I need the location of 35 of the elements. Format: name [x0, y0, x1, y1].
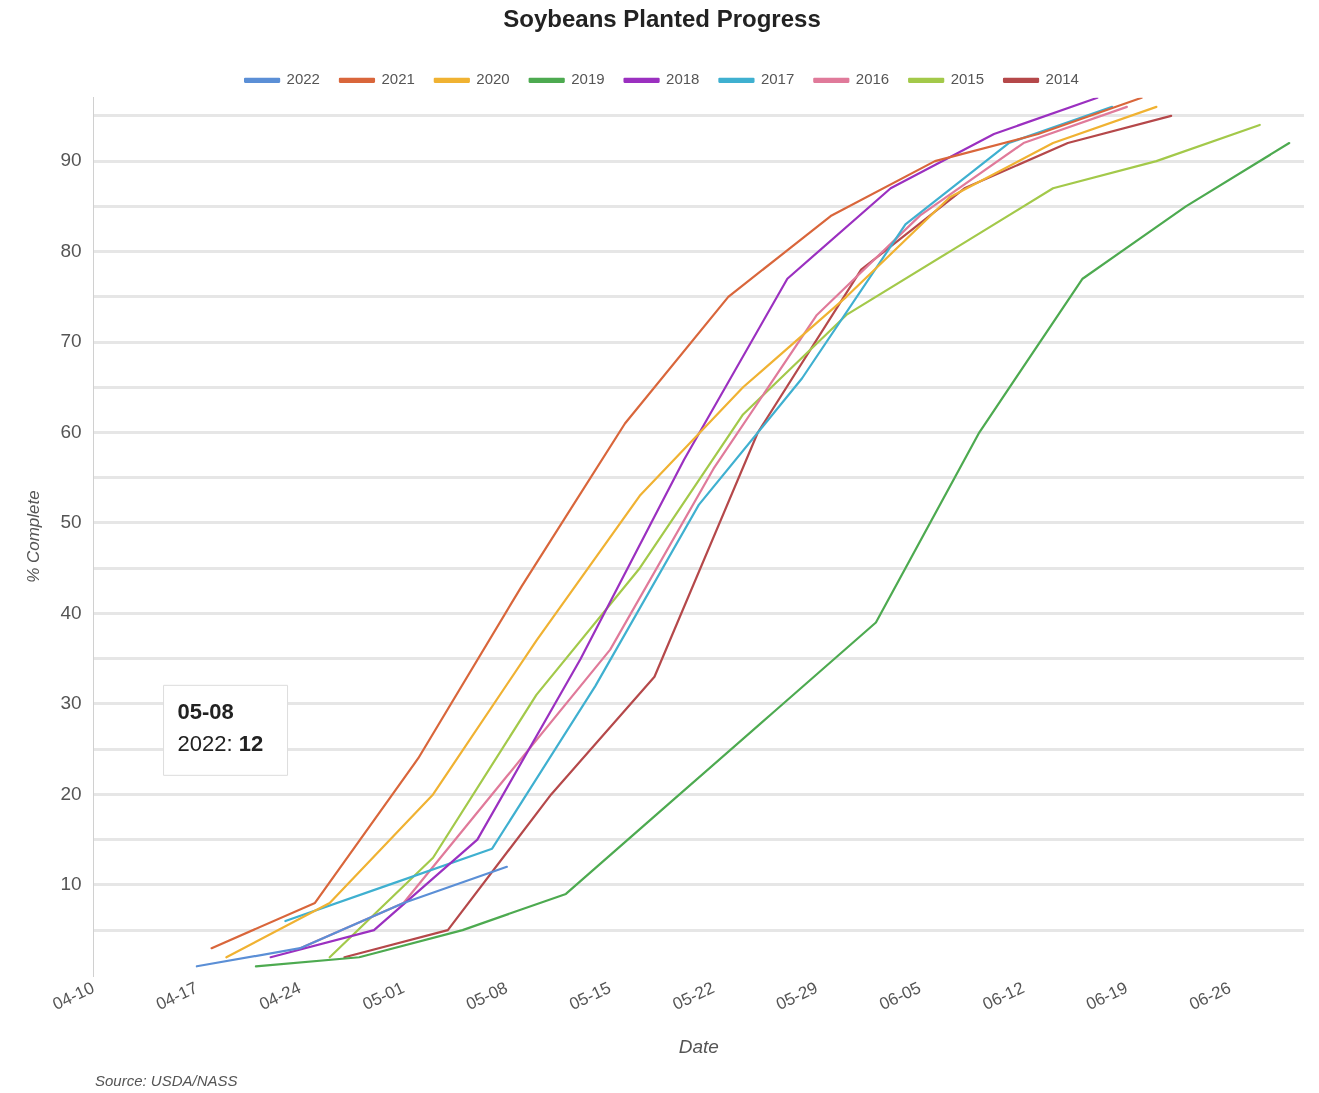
legend-label: 2021: [381, 70, 415, 88]
legend-label: 2019: [571, 70, 605, 88]
x-tick-label: 05-01: [359, 978, 408, 1014]
x-tick-label: 05-22: [669, 978, 718, 1014]
legend-label: 2020: [476, 70, 510, 88]
x-tick-label: 04-24: [256, 978, 304, 1014]
x-tick-label: 06-26: [1186, 978, 1234, 1014]
y-tick-label: 50: [60, 511, 82, 533]
legend-label: 2015: [950, 70, 985, 88]
y-tick-label: 40: [60, 601, 82, 623]
x-tick-label: 05-08: [463, 978, 511, 1014]
source-note: Source: USDA/NASS: [95, 1071, 238, 1089]
y-tick-label: 60: [60, 420, 82, 442]
legend-label: 2016: [855, 70, 890, 88]
y-tick-label: 10: [60, 873, 82, 895]
y-tick-label: 30: [60, 692, 82, 714]
x-tick-label: 05-15: [566, 978, 614, 1014]
y-tick-label: 20: [60, 782, 82, 804]
legend-label: 2014: [1045, 70, 1079, 88]
x-tick-label: 05-29: [773, 978, 821, 1014]
annotation: 05-08 2022: 12: [177, 699, 264, 757]
x-axis-title: Date: [678, 1035, 719, 1057]
x-tick-label: 04-17: [153, 978, 201, 1014]
legend-label: 2018: [666, 70, 700, 88]
legend-label: 2022: [286, 70, 320, 88]
x-tick-label: 06-12: [979, 978, 1028, 1014]
y-tick-label: 90: [60, 149, 82, 171]
x-tick-label: 04-10: [49, 978, 98, 1014]
y-tick-label: 80: [60, 239, 82, 261]
legend-label: 2017: [760, 70, 795, 88]
x-tick-label: 06-05: [876, 978, 924, 1014]
y-tick-label: 70: [60, 330, 82, 352]
x-tick-label: 06-19: [1083, 978, 1131, 1014]
chart-title: Soybeans Planted Progress: [503, 5, 821, 33]
y-axis-title: % Complete: [23, 490, 43, 583]
